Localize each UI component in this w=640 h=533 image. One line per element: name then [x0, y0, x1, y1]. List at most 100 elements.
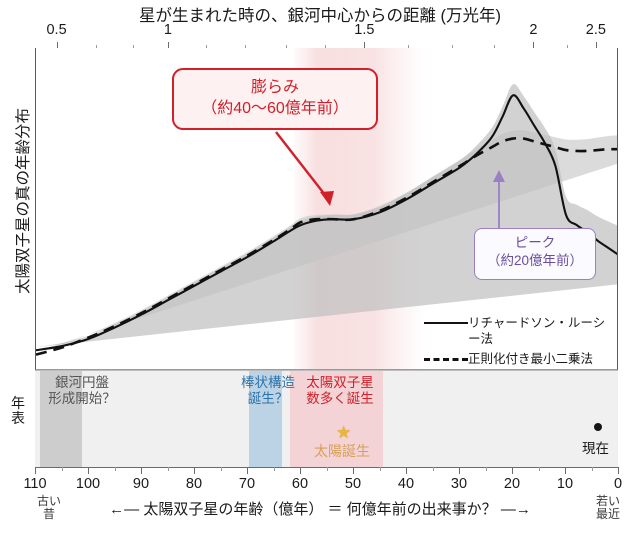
chronology-text-line2: 誕生？: [247, 391, 289, 407]
top-axis-minor-tick: [325, 45, 327, 49]
bottom-axis-minor-tick: [61, 467, 63, 471]
chronology-band-solar-twin-birth: [290, 371, 383, 467]
bulge-annotation-line1: 膨らみ: [250, 79, 299, 96]
peak-annotation-line2: （約20億年前）: [486, 253, 584, 269]
chronology-event-solar-twin-birth: 太陽双子星 数多く誕生: [290, 375, 390, 408]
top-axis-minor-tick: [244, 45, 246, 49]
young-caption-line1: 若い: [595, 494, 620, 508]
legend-item-least-squares: 正則化付き最小二乗法: [424, 352, 593, 368]
chronology-text-line1: 棒状構造: [241, 375, 295, 390]
y-axis-label: 太陽双子星の真の年齢分布: [15, 108, 32, 295]
chronology-text-line1: 太陽双子星: [306, 375, 374, 390]
bottom-axis-tick-label: 20: [503, 476, 521, 492]
young-caption-line2: 最近: [595, 507, 620, 522]
bottom-axis-tick: [35, 467, 36, 474]
bulge-arrow: [275, 131, 330, 201]
top-axis-minor-tick: [451, 45, 453, 49]
top-axis-tick-label: 0.5: [46, 22, 67, 38]
chronology-text-line2: 数多く誕生: [306, 391, 374, 407]
uncertainty-band-solid: [36, 84, 617, 348]
bottom-axis-tick: [565, 467, 566, 474]
top-axis-tick-label: 1.5: [354, 22, 375, 38]
present-marker-icon: [594, 423, 602, 431]
top-axis-minor-tick: [132, 45, 134, 49]
top-axis-tick-label: 2.5: [585, 22, 606, 38]
old-epoch-caption: 古い 昔: [30, 494, 68, 522]
bulge-annotation-line2: （約40〜60億年前）: [201, 100, 349, 118]
top-axis-title: 星が生まれた時の、銀河中心からの距離 (万光年): [138, 7, 502, 25]
bottom-axis-tick: [406, 467, 407, 474]
top-axis-minor-tick: [566, 45, 568, 49]
bottom-axis-tick: [300, 467, 301, 474]
bottom-axis-tick: [88, 467, 89, 474]
chronology-label-char1: 年: [11, 395, 25, 411]
bottom-axis-minor-tick: [114, 467, 116, 471]
bottom-axis-tick: [353, 467, 354, 474]
legend-dashed-line-icon: [424, 352, 468, 361]
bottom-axis-tick-label: 60: [291, 476, 309, 492]
bulge-arrow-head: [320, 191, 334, 206]
chronology-text-line1: 銀河円盤: [55, 375, 109, 390]
peak-annotation-box: ピーク （約20億年前）: [474, 228, 596, 280]
young-epoch-caption: 若い 最近: [586, 494, 630, 522]
bottom-axis-tick: [618, 467, 619, 474]
bottom-axis-minor-tick: [485, 467, 487, 471]
top-axis-tick: [595, 42, 597, 49]
legend-item-richardson-lucy: リチャードソン・ルーシー法: [424, 316, 614, 347]
plot-area: [35, 48, 618, 370]
legend-label-richardson-lucy: リチャードソン・ルーシー法: [468, 316, 606, 346]
bottom-axis-tick: [141, 467, 142, 474]
chronology-event-galactic-disk-formation: 銀河円盤 形成開始？: [35, 375, 142, 408]
legend-label-least-squares: 正則化付き最小二乗法: [468, 352, 594, 366]
chronology-band-galactic-disk-formation: [40, 371, 82, 467]
chronology-text-line2: 形成開始？: [48, 391, 116, 407]
bottom-axis-minor-tick: [326, 467, 328, 471]
top-axis-minor-tick: [494, 45, 496, 49]
old-caption-line2: 昔: [42, 507, 55, 522]
bottom-axis-minor-tick: [538, 467, 540, 471]
bottom-axis-minor-tick: [591, 467, 593, 471]
bottom-axis-minor-tick: [167, 467, 169, 471]
sun-birth-star-icon: ★: [336, 423, 352, 442]
bottom-axis-tick-label: 10: [556, 476, 574, 492]
bottom-axis-tick: [194, 467, 195, 474]
chronology-strip: 銀河円盤 形成開始？ 棒状構造 誕生？ 太陽双子星 数多く誕生 ★ 太陽誕生 現在: [35, 370, 618, 467]
top-axis-tick-label: 1: [163, 22, 172, 38]
bottom-axis-tick: [512, 467, 513, 474]
bottom-axis-tick-label: 50: [344, 476, 362, 492]
bottom-axis-tick-label: 30: [450, 476, 468, 492]
bottom-axis-tick-label: 70: [238, 476, 256, 492]
bottom-axis-tick-label: 40: [397, 476, 415, 492]
bottom-axis-tick-label: 90: [132, 476, 150, 492]
top-axis-tick: [56, 42, 58, 49]
chronology-label: 年 表: [6, 396, 30, 425]
chronology-band-bar-structure-birth: [249, 371, 282, 467]
peak-arrow-head: [493, 170, 505, 182]
legend: リチャードソン・ルーシー法 正則化付き最小二乗法: [424, 312, 614, 372]
bottom-axis-tick-label: 100: [75, 476, 101, 492]
legend-solid-line-icon: [424, 316, 468, 324]
bottom-axis-tick-label: 110: [23, 476, 47, 492]
bottom-axis-minor-tick: [273, 467, 275, 471]
peak-annotation-line1: ピーク: [514, 235, 556, 250]
sun-birth-label: 太陽誕生: [314, 443, 370, 459]
top-axis-minor-tick: [408, 45, 410, 49]
present-label: 現在: [582, 441, 609, 456]
old-caption-line1: 古い: [36, 494, 61, 508]
bottom-axis-tick-label: 80: [185, 476, 203, 492]
top-axis-tick: [167, 42, 169, 49]
chronology-label-char2: 表: [11, 409, 25, 426]
top-axis-tick-label: 2: [529, 22, 538, 38]
bottom-axis-minor-tick: [379, 467, 381, 471]
top-axis-minor-tick: [205, 45, 207, 49]
top-axis-tick: [364, 42, 366, 49]
bottom-axis-caption: ←— 太陽双子星の年齢（億年） ＝ 何億年前の出来事か？ —→: [109, 501, 531, 518]
top-axis-tick: [533, 42, 535, 49]
bottom-axis-tick-label: 0: [613, 476, 623, 492]
bulge-annotation-box: 膨らみ （約40〜60億年前）: [172, 68, 378, 130]
bottom-axis-minor-tick: [220, 467, 222, 471]
curve-regularized-least-squares: [36, 136, 617, 356]
bottom-axis-minor-tick: [432, 467, 434, 471]
chronology-event-bar-structure-birth: 棒状構造 誕生？: [223, 375, 313, 408]
